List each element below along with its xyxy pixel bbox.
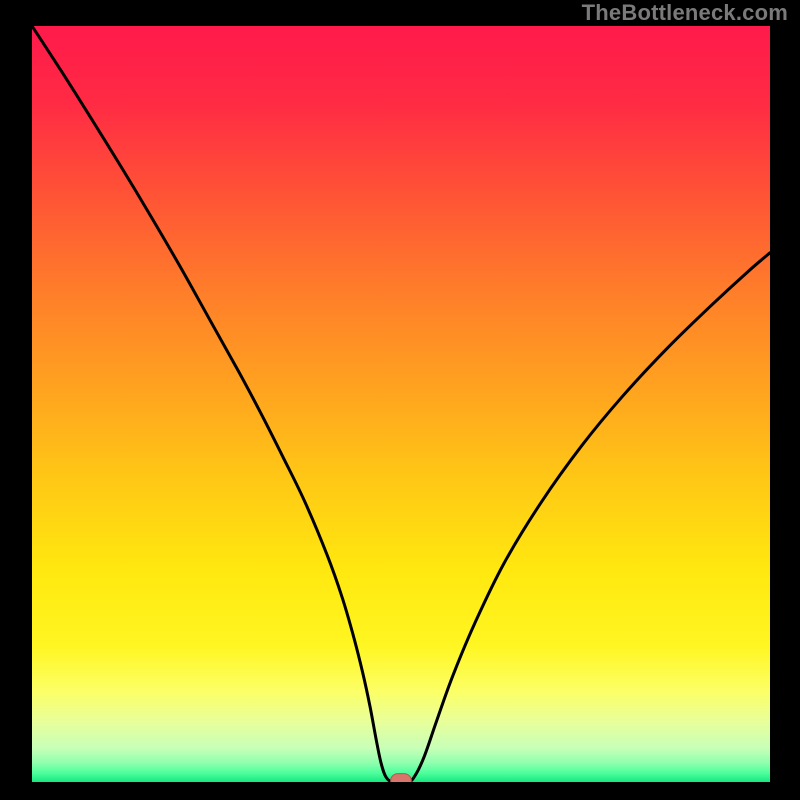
chart-stage: TheBottleneck.com	[0, 0, 800, 800]
plot-gradient-background	[32, 26, 770, 782]
bottleneck-chart	[0, 0, 800, 800]
watermark-text: TheBottleneck.com	[582, 0, 788, 26]
